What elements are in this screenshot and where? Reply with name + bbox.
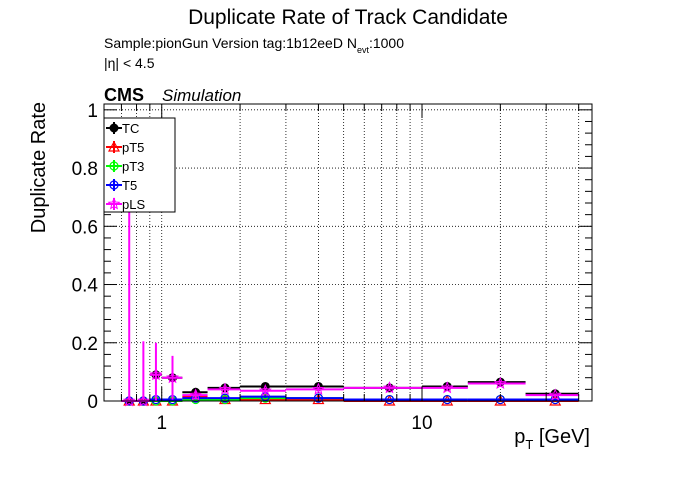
legend-marker [109,161,119,171]
data-point [189,388,203,401]
legend-label: T5 [122,178,137,193]
legend-entry-pt5: pT5 [106,140,144,155]
y-tick-label: 0 [87,392,98,413]
x-tick-label: 1 [156,413,167,434]
y-tick-label: 0.4 [72,276,99,297]
sample-info-sub: evt [357,45,370,55]
data-point [384,394,395,405]
legend-label: pLS [122,197,145,212]
cms-label: CMS [104,85,144,105]
data-point [149,367,163,381]
data-point [548,388,562,401]
legend-marker [107,140,121,152]
data-point [258,384,272,397]
data-point [493,376,507,390]
legend-entry-pt3: pT3 [106,159,144,174]
eta-cut: |η| < 4.5 [104,55,155,71]
data-point [166,370,179,384]
legend-marker [109,180,119,190]
legend-label: pT3 [122,159,144,174]
data-point [442,394,452,405]
sample-info-count: :1000 [369,35,404,51]
plot-frame [103,103,593,402]
y-tick-label: 0.8 [72,159,98,180]
data-point [218,382,232,395]
y-tick-label: 0.6 [72,217,98,238]
legend-marker [109,123,119,133]
x-axis-label: pT [GeV] [514,426,590,452]
legend: TC pT5 pT3 T5 pLS [103,117,176,213]
cms-simulation-label: Simulation [162,86,241,105]
data-point [136,394,150,407]
data-point [220,393,230,403]
data-point [383,381,396,394]
x-axis-label-sub: T [525,437,533,452]
y-tick-label: 1 [87,101,98,122]
grid-lines [103,104,592,401]
data-point [122,394,136,407]
sample-info-main: Sample:pionGun Version tag:1b12eeD N [104,35,357,51]
y-axis-label: Duplicate Rate [28,102,50,233]
x-axis-label-main: p [514,426,525,448]
data-point [440,381,454,394]
legend-entry-t5: T5 [106,178,137,193]
x-axis-label-unit: [GeV] [533,426,590,448]
legend-label: TC [122,121,139,136]
sample-info: Sample:pionGun Version tag:1b12eeD Nevt:… [104,35,404,55]
chart-title: Duplicate Rate of Track Candidate [188,6,508,29]
y-tick-label: 0.2 [72,334,98,355]
x-tick-label: 10 [411,413,432,434]
legend-marker [107,197,121,210]
data-point [311,382,325,395]
legend-entry-tc: TC [106,121,139,136]
legend-label: pT5 [122,140,144,155]
legend-entry-pls: pLS [106,197,145,212]
